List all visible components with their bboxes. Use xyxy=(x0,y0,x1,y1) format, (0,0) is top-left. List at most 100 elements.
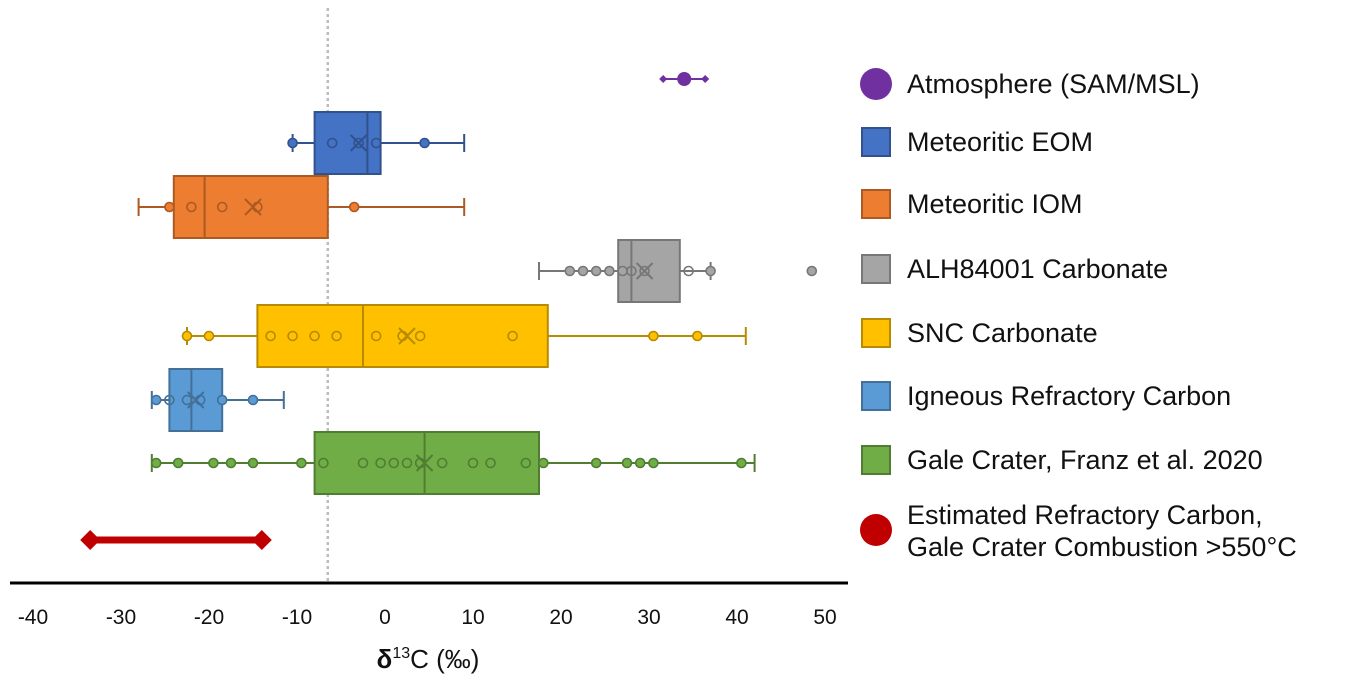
legend-label-line: Gale Crater, Franz et al. 2020 xyxy=(907,445,1263,475)
series-4 xyxy=(181,304,747,368)
data-point xyxy=(634,457,646,469)
x-tick-label: -10 xyxy=(282,606,312,629)
legend-item-7: Estimated Refractory Carbon, Gale Crater … xyxy=(860,500,1297,562)
data-point xyxy=(326,137,338,149)
error-bar-cap xyxy=(659,75,668,83)
data-point xyxy=(520,457,532,469)
legend-label: Atmosphere (SAM/MSL) xyxy=(907,69,1200,99)
data-point xyxy=(538,457,549,469)
series-3 xyxy=(538,239,818,303)
x-tick-label: -40 xyxy=(18,606,48,629)
data-point xyxy=(604,265,615,277)
legend-label-line: Igneous Refractory Carbon xyxy=(907,381,1231,411)
data-point xyxy=(626,265,637,277)
legend-label-line: Gale Crater Combustion >550°C xyxy=(907,532,1297,562)
data-point xyxy=(216,201,228,213)
data-point xyxy=(590,457,602,469)
legend-marker xyxy=(861,127,891,157)
x-tick-label: 30 xyxy=(637,606,660,629)
legend-marker xyxy=(861,381,891,411)
data-point xyxy=(617,265,628,277)
error-bar-cap xyxy=(701,75,710,83)
mean-marker xyxy=(635,262,654,280)
x-axis-title: δ13C (‰) xyxy=(377,644,480,674)
legend-item-0: Atmosphere (SAM/MSL) xyxy=(860,68,1200,100)
data-point xyxy=(683,265,694,277)
legend-marker xyxy=(860,514,892,546)
data-point xyxy=(181,330,193,342)
data-point xyxy=(414,330,426,342)
data-point xyxy=(216,394,228,406)
data-point xyxy=(164,201,175,213)
mean-marker xyxy=(415,454,434,472)
mean-marker xyxy=(349,134,368,152)
data-point xyxy=(621,457,633,469)
data-point xyxy=(736,457,747,469)
plot-area xyxy=(80,8,818,583)
data-point xyxy=(370,330,382,342)
range-bar-end xyxy=(251,530,272,550)
data-point xyxy=(309,330,320,342)
legend: Atmosphere (SAM/MSL) Meteoritic EOM Meteor… xyxy=(860,68,1297,562)
legend-label: Gale Crater, Franz et al. 2020 xyxy=(907,445,1263,475)
range-bar-end xyxy=(80,530,101,550)
legend-label-line: Estimated Refractory Carbon, xyxy=(907,500,1263,530)
data-point xyxy=(247,394,259,406)
data-point xyxy=(225,457,237,469)
legend-item-1: Meteoritic EOM xyxy=(861,127,1093,157)
box xyxy=(313,111,382,175)
data-point xyxy=(507,330,518,342)
data-point xyxy=(353,137,364,149)
data-point xyxy=(370,137,382,149)
x-axis-title-rest: C (‰) xyxy=(410,644,479,674)
series-7 xyxy=(80,530,272,550)
data-point xyxy=(296,457,307,469)
x-tick-label: 40 xyxy=(725,606,748,629)
data-point xyxy=(357,457,369,469)
data-point xyxy=(388,457,400,469)
legend-label-line: SNC Carbonate xyxy=(907,318,1098,348)
series-5 xyxy=(150,368,285,432)
data-point xyxy=(287,330,298,342)
data-point xyxy=(287,137,298,149)
mean-marker xyxy=(398,327,416,345)
data-point xyxy=(436,457,448,469)
data-point xyxy=(265,330,276,342)
x-axis-title-delta: δ xyxy=(377,644,393,674)
data-point xyxy=(208,457,219,469)
legend-marker xyxy=(861,318,891,348)
x-tick-label: -30 xyxy=(106,606,136,629)
x-axis: -40 -30 -20 -10 0 10 20 30 40 50 xyxy=(10,581,848,629)
mean-marker xyxy=(244,198,262,216)
data-point xyxy=(150,394,162,406)
series-1 xyxy=(287,111,466,175)
box xyxy=(313,431,540,495)
data-point xyxy=(401,457,413,469)
legend-label-line: Meteoritic IOM xyxy=(907,189,1083,219)
legend-label: Igneous Refractory Carbon xyxy=(907,381,1231,411)
data-point xyxy=(639,265,650,277)
data-point xyxy=(150,457,162,469)
data-point xyxy=(318,457,329,469)
x-tick-label: 20 xyxy=(549,606,572,629)
box xyxy=(172,175,329,239)
data-point xyxy=(186,201,197,213)
legend-marker xyxy=(861,189,891,219)
legend-item-5: Igneous Refractory Carbon xyxy=(861,381,1231,411)
legend-marker xyxy=(860,68,892,100)
x-axis-title-superscript: 13 xyxy=(392,645,410,662)
data-point xyxy=(164,394,175,406)
x-tick-label: 50 xyxy=(813,606,836,629)
legend-label: Meteoritic EOM xyxy=(907,127,1093,157)
series-2 xyxy=(137,175,466,239)
data-point xyxy=(485,457,496,469)
data-point xyxy=(692,330,703,342)
legend-item-3: ALH84001 Carbonate xyxy=(861,254,1168,284)
legend-item-6: Gale Crater, Franz et al. 2020 xyxy=(861,445,1263,475)
data-point xyxy=(677,72,692,86)
data-point xyxy=(806,265,818,277)
legend-item-2: Meteoritic IOM xyxy=(861,189,1083,219)
data-point xyxy=(648,457,659,469)
legend-marker xyxy=(861,254,891,284)
series-0 xyxy=(659,72,710,86)
